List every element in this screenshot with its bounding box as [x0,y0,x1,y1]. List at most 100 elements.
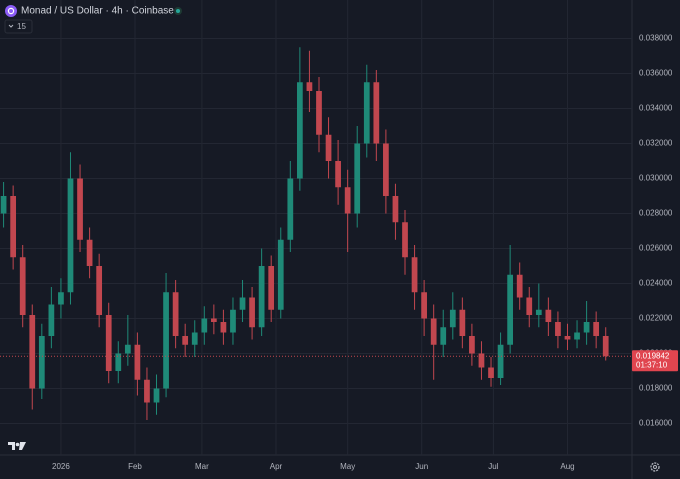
candle-body [583,322,590,333]
y-tick-label: 0.034000 [639,104,673,113]
candle-body [134,344,141,380]
candle-body [602,336,609,357]
candle-body [469,336,475,354]
candle-body [402,222,408,258]
candle-body [220,322,227,333]
candle-body [555,322,561,336]
candle-body [77,178,83,240]
candle-body [488,367,494,378]
y-tick-label: 0.028000 [639,209,673,218]
tv-logo[interactable] [8,442,26,450]
y-tick-label: 0.036000 [639,69,673,78]
candle-body [38,336,45,389]
candle-body [0,196,7,214]
x-tick-label: May [340,462,355,471]
candle-body [344,187,351,214]
candle-body [48,304,55,336]
chevron [8,24,14,28]
candle-body [430,318,437,345]
candle-body [29,315,36,389]
candles [0,47,609,420]
candle-body [459,309,466,336]
candle-body [297,82,303,179]
x-tick-label: Jul [488,462,498,471]
y-tick-label: 0.032000 [639,139,673,148]
candle-body [10,196,17,258]
candle-body [516,274,523,298]
candle-body [392,196,399,223]
candle-body [277,239,284,310]
candle-body [354,143,361,214]
x-tick-label: Feb [128,462,142,471]
settings-button[interactable] [650,462,660,472]
status-dot-inner [176,9,180,13]
candle-body [96,266,103,315]
candle-body [163,292,169,389]
candle-body [306,82,313,91]
indicators-count[interactable]: 15 [17,22,26,31]
candle-body [449,309,456,328]
candle-body [373,82,380,144]
candle-body [574,332,580,340]
candle-body [210,318,217,322]
candle-body [67,178,74,293]
candle-body [526,297,533,315]
candle-body [325,134,332,161]
candle-body [411,257,418,293]
y-tick-label: 0.026000 [639,244,673,253]
x-tick-label: Aug [560,462,574,471]
candle-body [201,318,208,333]
candle-body [507,274,514,345]
candle-body [593,322,600,336]
last-price-tag [632,350,678,372]
candle-body [230,309,236,333]
candle-body [249,297,255,328]
x-tick-label: Jun [415,462,428,471]
candle-body [115,353,122,371]
candle-body [268,266,275,310]
y-tick-label: 0.018000 [639,384,673,393]
candle-body [19,257,26,315]
candle-body [497,344,504,378]
candle-body [316,91,322,135]
symbol-icon-inner [7,7,15,15]
candle-body [144,379,150,403]
x-tick-label: Apr [270,462,283,471]
candle-body [421,292,427,319]
candle-body [191,332,198,345]
candle-body [440,327,447,345]
candle-body [564,336,571,340]
candle-body [258,266,265,328]
candle-body [153,388,160,403]
candle-body [383,143,389,196]
y-tick-label: 0.022000 [639,314,673,323]
candle-body [287,178,294,240]
x-tick-label: Mar [195,462,209,471]
y-tick-label: 0.038000 [639,34,673,43]
candle-body [478,353,485,368]
candle-body [105,315,112,371]
candle-body [335,161,341,188]
y-tick-label: 0.024000 [639,279,673,288]
chart-title: Monad / US Dollar · 4h · Coinbase [21,6,174,17]
candle-body [363,82,370,144]
candle-body [172,292,179,336]
candle-body [535,309,542,315]
countdown-label: 01:37:10 [636,360,668,369]
candle-body [239,297,246,310]
y-tick-label: 0.016000 [639,419,673,428]
candle-body [86,239,93,266]
candle-body [545,309,552,322]
last-price-label: 0.019842 [636,351,670,360]
candle-body [182,336,189,345]
x-tick-label: 2026 [52,462,70,471]
y-tick-label: 0.030000 [639,174,673,183]
symbol-icon [5,5,17,17]
indicators-toggle[interactable] [4,19,33,34]
candle-body [124,344,131,354]
candle-body [58,292,64,305]
